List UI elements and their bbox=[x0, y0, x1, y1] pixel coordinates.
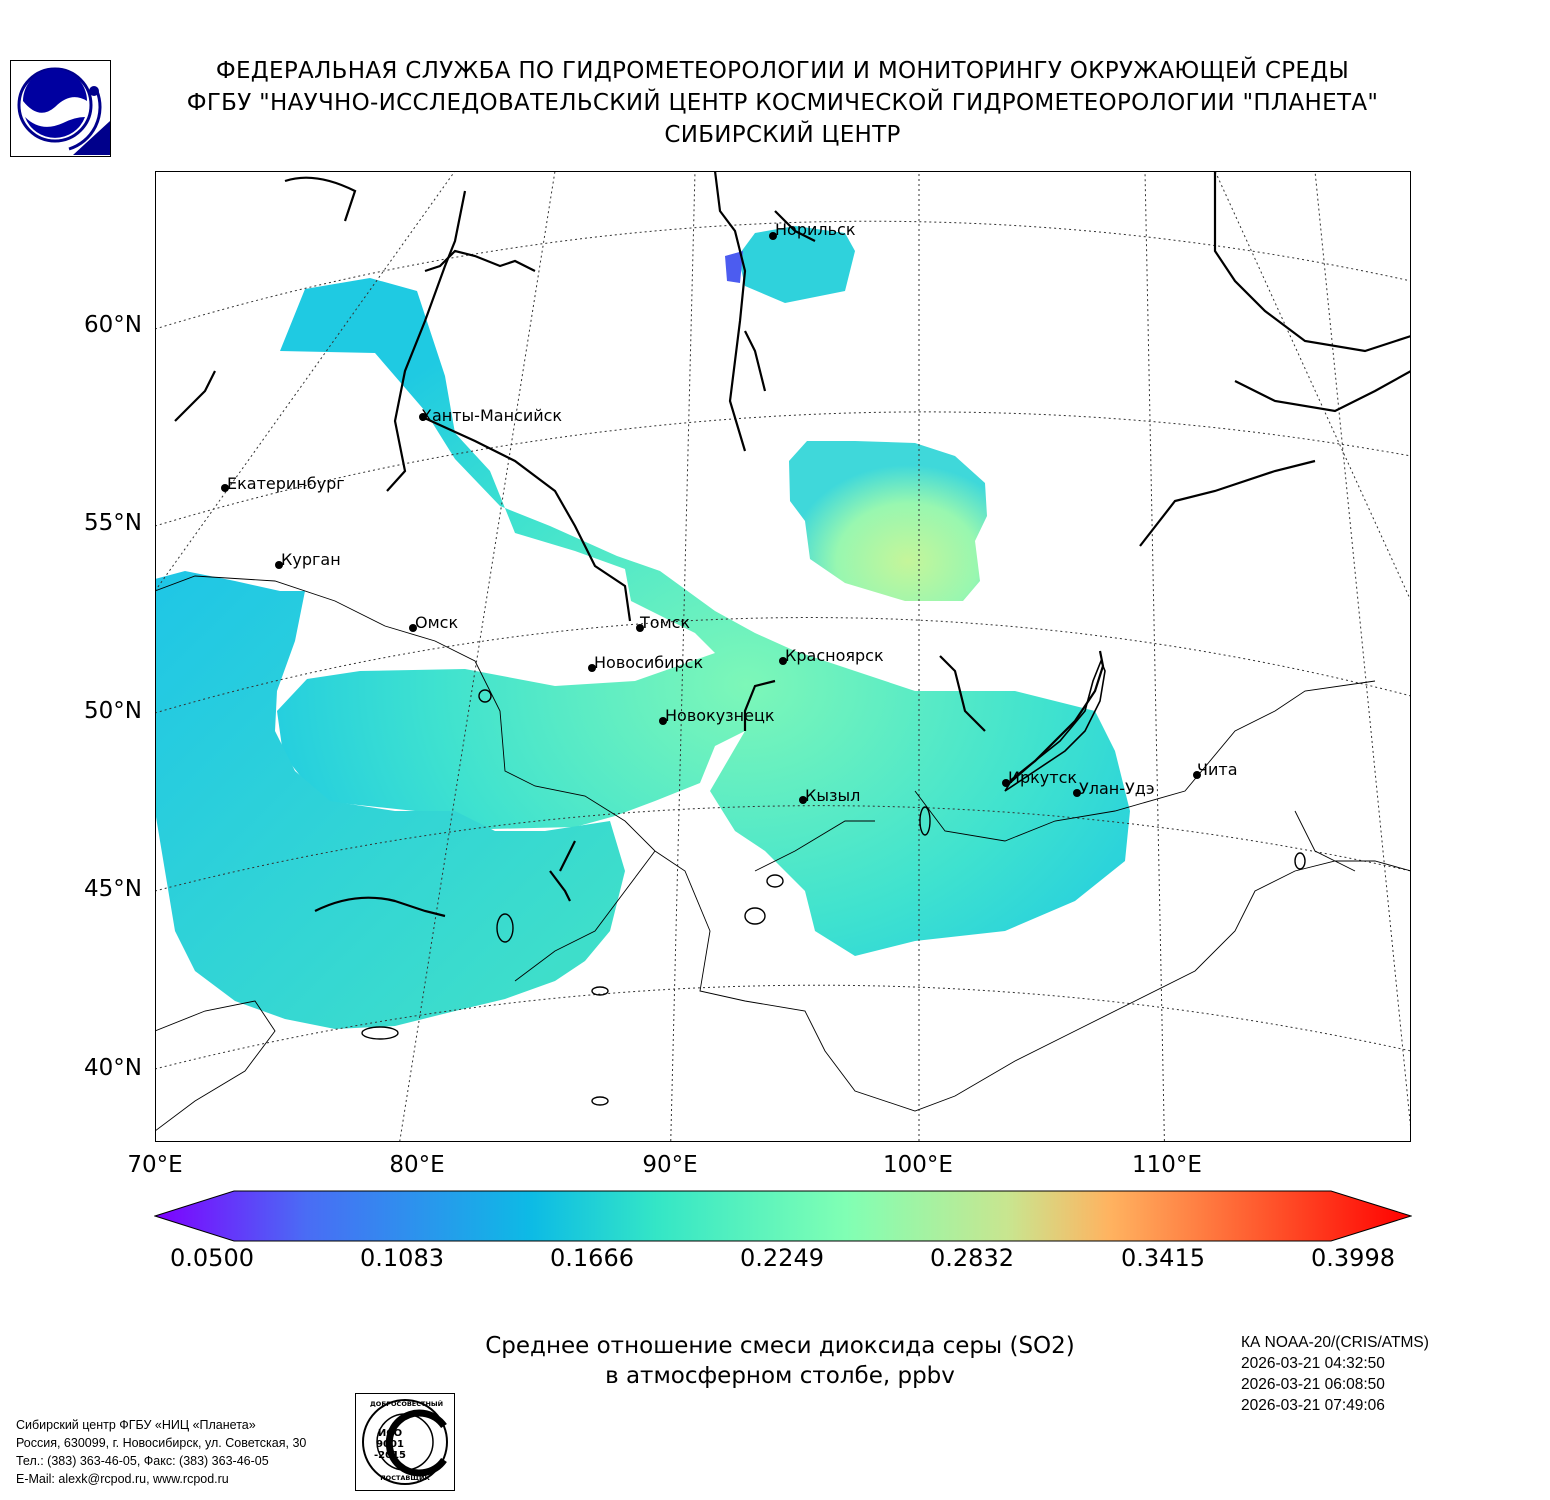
city-markers bbox=[221, 232, 1201, 804]
header-center: СИБИРСКИЙ ЦЕНТР bbox=[664, 122, 901, 148]
lon-label-100: 100°E bbox=[883, 1152, 953, 1178]
lat-label-45: 45°N bbox=[84, 876, 142, 902]
colorbar-tick-4: 0.2832 bbox=[930, 1244, 1014, 1272]
city-label-krasnoyarsk: Красноярск bbox=[785, 646, 884, 665]
city-label-novosibirsk: Новосибирск bbox=[594, 653, 703, 672]
city-label-irkutsk: Иркутск bbox=[1008, 768, 1077, 787]
city-label-omsk: Омск bbox=[415, 613, 458, 632]
baikal-lake bbox=[1004, 658, 1106, 792]
lon-label-70: 70°E bbox=[127, 1152, 183, 1178]
colorbar-tick-5: 0.3415 bbox=[1121, 1244, 1205, 1272]
colorbar-tick-1: 0.1083 bbox=[360, 1244, 444, 1272]
city-labels: Норильск Ханты-Мансийск Екатеринбург Кур… bbox=[227, 220, 1238, 805]
iso-badge-number: 9001 bbox=[376, 1439, 404, 1450]
iso-badge-top: ДОБРОСОВЕСТНЫЙ bbox=[370, 1400, 444, 1408]
city-label-chita: Чита bbox=[1197, 760, 1238, 779]
graticule-parallels bbox=[155, 220, 1411, 1070]
planeta-logo bbox=[10, 60, 111, 157]
contact-block: Сибирский центр ФГБУ «НИЦ «Планета» Росс… bbox=[16, 1416, 306, 1488]
lon-label-80: 80°E bbox=[389, 1152, 445, 1178]
so2-field-west bbox=[277, 278, 1130, 956]
header-institute: ФГБУ "НАУЧНО-ИССЛЕДОВАТЕЛЬСКИЙ ЦЕНТР КОС… bbox=[186, 90, 1379, 116]
iso-badge: ДОБРОСОВЕСТНЫЙ ИСО 9001 -2015 ПОСТАВЩИК bbox=[355, 1393, 455, 1491]
lon-label-90: 90°E bbox=[642, 1152, 698, 1178]
header-agency: ФЕДЕРАЛЬНАЯ СЛУЖБА ПО ГИДРОМЕТЕОРОЛОГИИ … bbox=[215, 58, 1350, 84]
city-label-tomsk: Томск bbox=[639, 613, 690, 632]
contact-address: Россия, 630099, г. Новосибирск, ул. Сове… bbox=[16, 1436, 307, 1450]
country-borders bbox=[155, 575, 1411, 1132]
iso-badge-year: -2015 bbox=[374, 1450, 406, 1461]
so2-field-central bbox=[789, 441, 987, 601]
product-title-line1: Среднее отношение смеси диоксида серы (S… bbox=[485, 1333, 1075, 1359]
lat-label-50: 50°N bbox=[84, 698, 142, 724]
contact-org: Сибирский центр ФГБУ «НИЦ «Планета» bbox=[16, 1418, 256, 1432]
colorbar-tick-3: 0.2249 bbox=[740, 1244, 824, 1272]
satellite-info: КА NOAA-20/(CRIS/ATMS) 2026-03-21 04:32:… bbox=[1241, 1332, 1429, 1416]
city-label-ulan-ude: Улан-Удэ bbox=[1079, 779, 1155, 798]
lat-label-40: 40°N bbox=[84, 1055, 142, 1081]
satellite-name: КА NOAA-20/(CRIS/ATMS) bbox=[1241, 1334, 1429, 1351]
city-label-kyzyl: Кызыл bbox=[805, 786, 860, 805]
colorbar-tick-2: 0.1666 bbox=[550, 1244, 634, 1272]
city-label-yekaterinburg: Екатеринбург bbox=[227, 474, 345, 493]
so2-field-north-edge bbox=[725, 251, 743, 283]
iso-badge-bottom: ПОСТАВЩИК bbox=[380, 1474, 430, 1482]
iso-badge-iso: ИСО bbox=[377, 1428, 403, 1439]
pass-time-3: 2026-03-21 07:49:06 bbox=[1241, 1397, 1385, 1414]
contact-email: E-Mail: alexk@rcpod.ru, www.rcpod.ru bbox=[16, 1472, 229, 1486]
product-title-line2: в атмосферном столбе, ppbv bbox=[605, 1363, 955, 1389]
city-label-norilsk: Норильск bbox=[775, 220, 856, 239]
contact-phone: Тел.: (383) 363-46-05, Факс: (383) 363-4… bbox=[16, 1454, 269, 1468]
city-label-kurgan: Курган bbox=[281, 550, 341, 569]
pass-time-1: 2026-03-21 04:32:50 bbox=[1241, 1355, 1385, 1372]
city-label-novokuznetsk: Новокузнецк bbox=[665, 706, 775, 725]
pass-time-2: 2026-03-21 06:08:50 bbox=[1241, 1376, 1385, 1393]
lakes bbox=[361, 689, 1306, 1106]
graticule-meridians bbox=[155, 171, 1411, 1142]
colorbar-tick-0: 0.0500 bbox=[170, 1244, 254, 1272]
so2-field-north bbox=[738, 226, 855, 303]
city-label-khanty-mansiysk: Ханты-Мансийск bbox=[421, 406, 562, 425]
colorbar-tick-6: 0.3998 bbox=[1311, 1244, 1395, 1272]
map-frame bbox=[155, 171, 1411, 1142]
so2-map: Норильск Ханты-Мансийск Екатеринбург Кур… bbox=[155, 171, 1411, 1142]
lat-label-60: 60°N bbox=[84, 312, 142, 338]
colorbar bbox=[154, 1190, 1412, 1242]
lon-label-110: 110°E bbox=[1132, 1152, 1202, 1178]
lat-label-55: 55°N bbox=[84, 510, 142, 536]
iso-badge-center: ИСО 9001 -2015 bbox=[370, 1428, 410, 1461]
